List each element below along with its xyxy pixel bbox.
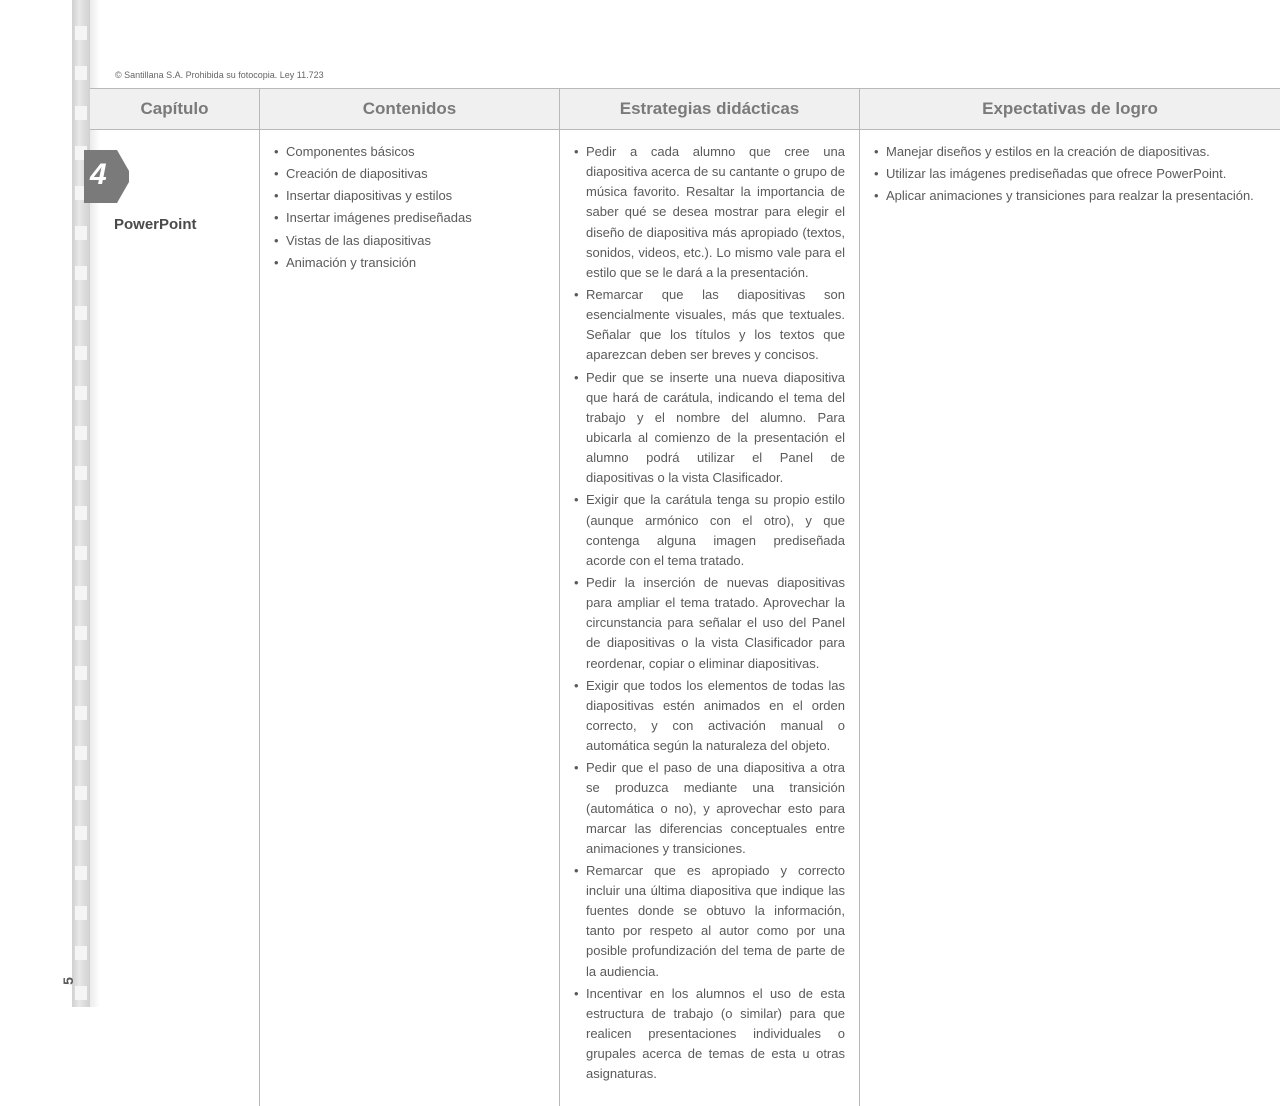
table-header-row: Capítulo Contenidos Estrategias didáctic… xyxy=(90,89,1280,130)
list-item: Pedir que el paso de una diapositiva a o… xyxy=(574,758,845,859)
list-item: Utilizar las imágenes prediseñadas que o… xyxy=(874,164,1266,184)
list-item: Vistas de las diapositivas xyxy=(274,231,545,251)
expectations-list: Manejar diseños y estilos en la creación… xyxy=(874,142,1266,206)
header-strategies: Estrategias didácticas xyxy=(560,89,860,129)
list-item: Insertar diapositivas y estilos xyxy=(274,186,545,206)
list-item: Incentivar en los alumnos el uso de esta… xyxy=(574,984,845,1085)
contents-list: Componentes básicos Creación de diaposit… xyxy=(274,142,545,273)
chapter-title: PowerPoint xyxy=(114,213,245,236)
cell-strategies: Pedir a cada alumno que cree una diaposi… xyxy=(560,130,860,1106)
list-item: Pedir a cada alumno que cree una diaposi… xyxy=(574,142,845,283)
list-item: Componentes básicos xyxy=(274,142,545,162)
header-chapter: Capítulo xyxy=(90,89,260,129)
list-item: Insertar imágenes prediseñadas xyxy=(274,208,545,228)
strategies-list: Pedir a cada alumno que cree una diaposi… xyxy=(574,142,845,1084)
list-item: Exigir que la carátula tenga su propio e… xyxy=(574,490,845,571)
header-contents: Contenidos xyxy=(260,89,560,129)
header-expectations: Expectativas de logro xyxy=(860,89,1280,129)
list-item: Animación y transición xyxy=(274,253,545,273)
list-item: Remarcar que las diapositivas son esenci… xyxy=(574,285,845,366)
list-item: Remarcar que es apropiado y correcto inc… xyxy=(574,861,845,982)
cell-chapter: 4 PowerPoint xyxy=(90,130,260,1106)
list-item: Aplicar animaciones y transiciones para … xyxy=(874,186,1266,206)
table-body-row: 4 PowerPoint Componentes básicos Creació… xyxy=(90,130,1280,1106)
cell-contents: Componentes básicos Creación de diaposit… xyxy=(260,130,560,1106)
copyright-notice: © Santillana S.A. Prohibida su fotocopia… xyxy=(115,70,324,80)
list-item: Pedir que se inserte una nueva diapositi… xyxy=(574,368,845,489)
list-item: Pedir la inserción de nuevas diapositiva… xyxy=(574,573,845,674)
page-number: 5 xyxy=(60,977,76,985)
curriculum-table: Capítulo Contenidos Estrategias didáctic… xyxy=(90,88,1280,1106)
chapter-number-badge: 4 xyxy=(84,150,117,203)
list-item: Manejar diseños y estilos en la creación… xyxy=(874,142,1266,162)
cell-expectations: Manejar diseños y estilos en la creación… xyxy=(860,130,1280,1106)
list-item: Creación de diapositivas xyxy=(274,164,545,184)
list-item: Exigir que todos los elementos de todas … xyxy=(574,676,845,757)
